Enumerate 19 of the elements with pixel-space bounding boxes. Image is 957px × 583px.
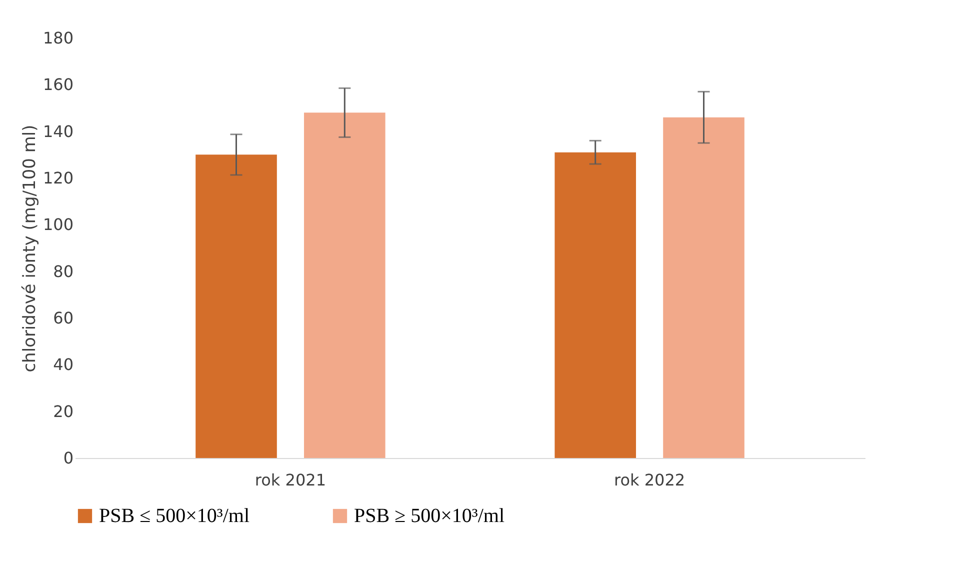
x-tick-label: rok 2022 [614, 470, 686, 490]
bar [554, 152, 636, 458]
legend-label: PSB ≥ 500×10³/ml [354, 505, 505, 527]
y-tick-label: 40 [53, 355, 74, 374]
y-tick-label: 20 [53, 402, 74, 421]
y-tick-label: 140 [42, 122, 74, 141]
y-tick-label: 0 [63, 448, 74, 468]
bar [304, 112, 386, 458]
y-axis-title: chloridové ionty (mg/100 ml) [20, 124, 40, 372]
bar [196, 154, 277, 458]
y-tick-label: 120 [42, 168, 74, 188]
y-tick-label: 160 [42, 75, 74, 94]
y-tick-label: 180 [42, 28, 74, 48]
y-tick-label: 60 [53, 308, 74, 328]
legend-label: PSB ≤ 500×10³/ml [99, 505, 250, 527]
bar [663, 117, 744, 458]
y-tick-label: 100 [42, 215, 74, 234]
y-tick-label: 80 [53, 262, 74, 281]
x-tick-label: rok 2021 [254, 470, 326, 490]
